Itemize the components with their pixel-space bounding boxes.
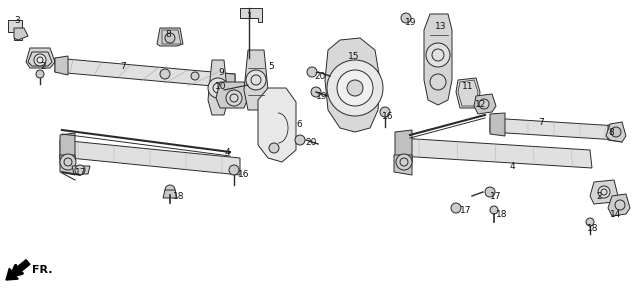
Text: 9: 9 xyxy=(218,68,224,77)
Circle shape xyxy=(226,90,242,106)
Text: 17: 17 xyxy=(460,206,472,215)
Circle shape xyxy=(380,107,390,117)
Circle shape xyxy=(586,218,594,226)
Text: 18: 18 xyxy=(173,192,184,201)
Text: 19: 19 xyxy=(405,18,417,27)
Text: 8: 8 xyxy=(165,30,171,39)
Polygon shape xyxy=(325,38,380,132)
Text: 10: 10 xyxy=(215,82,227,91)
Polygon shape xyxy=(590,180,618,204)
Text: 14: 14 xyxy=(610,210,621,219)
Text: 5: 5 xyxy=(268,62,274,71)
Circle shape xyxy=(611,127,621,137)
Text: 7: 7 xyxy=(120,62,125,71)
Polygon shape xyxy=(216,82,248,108)
Text: 15: 15 xyxy=(348,52,360,61)
Text: 7: 7 xyxy=(538,118,544,127)
Polygon shape xyxy=(240,8,262,22)
Text: 8: 8 xyxy=(608,128,614,137)
Text: 20: 20 xyxy=(305,138,316,147)
Circle shape xyxy=(229,165,239,175)
Polygon shape xyxy=(258,88,296,162)
Polygon shape xyxy=(55,58,235,88)
Circle shape xyxy=(36,70,44,78)
Polygon shape xyxy=(60,133,75,162)
Circle shape xyxy=(269,143,279,153)
Text: 4: 4 xyxy=(225,148,230,157)
Polygon shape xyxy=(608,194,630,216)
Polygon shape xyxy=(606,122,626,142)
Text: 18: 18 xyxy=(496,210,508,219)
Polygon shape xyxy=(394,155,412,175)
Polygon shape xyxy=(490,118,618,140)
Polygon shape xyxy=(8,20,22,40)
Text: 12: 12 xyxy=(475,100,486,109)
Circle shape xyxy=(60,154,76,170)
Circle shape xyxy=(208,78,228,98)
Circle shape xyxy=(165,33,175,43)
Text: 2: 2 xyxy=(40,62,45,71)
Circle shape xyxy=(451,203,461,213)
Circle shape xyxy=(165,185,175,195)
Polygon shape xyxy=(400,138,592,168)
Circle shape xyxy=(246,70,266,90)
Circle shape xyxy=(401,13,411,23)
Circle shape xyxy=(337,70,373,106)
Circle shape xyxy=(327,60,383,116)
Text: 19: 19 xyxy=(316,92,328,101)
Polygon shape xyxy=(60,140,240,175)
Circle shape xyxy=(485,187,495,197)
Circle shape xyxy=(75,165,85,175)
Polygon shape xyxy=(608,125,622,142)
Circle shape xyxy=(295,135,305,145)
Circle shape xyxy=(479,99,489,109)
Circle shape xyxy=(396,154,412,170)
Text: 3: 3 xyxy=(14,16,20,25)
Text: 17: 17 xyxy=(490,192,502,201)
Circle shape xyxy=(598,186,610,198)
Text: 17: 17 xyxy=(75,168,86,177)
Circle shape xyxy=(347,80,363,96)
Polygon shape xyxy=(474,94,496,114)
Polygon shape xyxy=(163,190,177,198)
Polygon shape xyxy=(60,155,75,175)
Text: 13: 13 xyxy=(435,22,447,31)
FancyArrow shape xyxy=(6,260,30,280)
Text: 20: 20 xyxy=(314,72,325,81)
Text: 16: 16 xyxy=(382,112,394,121)
Circle shape xyxy=(490,206,498,214)
Circle shape xyxy=(615,200,625,210)
Polygon shape xyxy=(395,130,412,162)
Circle shape xyxy=(426,43,450,67)
Circle shape xyxy=(191,72,199,80)
Polygon shape xyxy=(14,28,28,40)
Polygon shape xyxy=(26,48,55,68)
Circle shape xyxy=(311,87,321,97)
Polygon shape xyxy=(244,50,268,110)
Text: 1: 1 xyxy=(247,12,253,21)
Polygon shape xyxy=(55,56,68,75)
Circle shape xyxy=(34,54,46,66)
Text: 16: 16 xyxy=(238,170,250,179)
Text: 18: 18 xyxy=(587,224,598,233)
Text: 4: 4 xyxy=(510,162,516,171)
Polygon shape xyxy=(456,78,480,108)
Polygon shape xyxy=(72,166,90,174)
Text: 6: 6 xyxy=(296,120,301,129)
Polygon shape xyxy=(157,28,183,46)
Polygon shape xyxy=(208,60,228,115)
Text: 11: 11 xyxy=(462,82,474,91)
Polygon shape xyxy=(220,73,235,88)
Circle shape xyxy=(307,67,317,77)
Text: FR.: FR. xyxy=(32,265,52,275)
Circle shape xyxy=(430,74,446,90)
Polygon shape xyxy=(424,14,452,105)
Polygon shape xyxy=(490,113,505,136)
Circle shape xyxy=(160,69,170,79)
Text: 2: 2 xyxy=(596,192,602,201)
